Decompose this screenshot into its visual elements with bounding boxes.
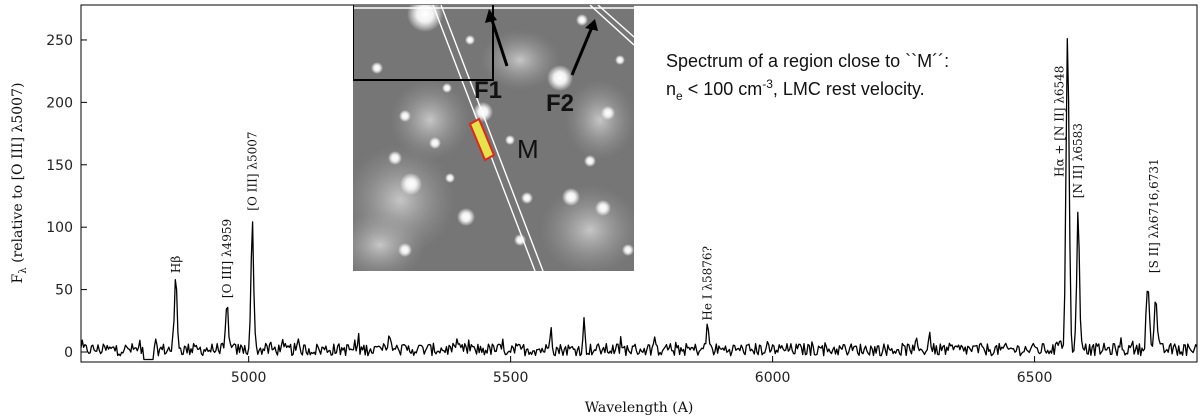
y-axis: 0 50 100 150 200 250 xyxy=(46,33,87,361)
inset-label-m: M xyxy=(517,134,539,164)
y-tick-label: 250 xyxy=(46,33,73,49)
emission-line-label: [O III] λ5007 xyxy=(245,131,259,210)
y-axis-title: Fλ (relative to [O III] λ5007) xyxy=(10,83,29,284)
plot-frame xyxy=(80,4,1198,363)
x-tick-label: 5500 xyxy=(493,370,529,386)
emission-line-labels: Hβ [O III] λ4959 [O III] λ5007 He I λ5876? H… xyxy=(169,66,1161,321)
inset-label-f2: F2 xyxy=(546,90,574,117)
y-tick-label: 100 xyxy=(46,220,73,236)
x-tick-label: 5000 xyxy=(231,370,267,386)
inset-label-f1: F1 xyxy=(474,77,502,104)
x-axis: 5000 5500 6000 6500 xyxy=(231,356,1053,386)
emission-line-label: [N II] λ6583 xyxy=(1071,123,1085,198)
y-tick-label: 50 xyxy=(55,283,73,299)
emission-line-label: Hα + [N II] λ6548 xyxy=(1053,66,1067,177)
y-tick-label: 0 xyxy=(64,345,73,361)
x-tick-label: 6000 xyxy=(755,370,791,386)
x-tick-label: 6500 xyxy=(1017,370,1053,386)
annotation-line-1: Spectrum of a region close to ``M´´: xyxy=(666,51,949,71)
emission-line-label: [O III] λ4959 xyxy=(220,219,234,298)
emission-line-label: [S II] λλ6716,6731 xyxy=(1147,158,1161,273)
y-tick-label: 150 xyxy=(46,158,73,174)
emission-line-label: Hβ xyxy=(169,256,183,273)
x-axis-title: Wavelength (A) xyxy=(585,400,694,416)
emission-line-label: He I λ5876? xyxy=(701,246,715,321)
annotation-line-2: ne < 100 cm-3, LMC rest velocity. xyxy=(666,77,925,103)
inset-image: F1 F2 M xyxy=(353,5,634,271)
spectrum-line xyxy=(80,37,1198,361)
y-tick-label: 200 xyxy=(46,95,73,111)
